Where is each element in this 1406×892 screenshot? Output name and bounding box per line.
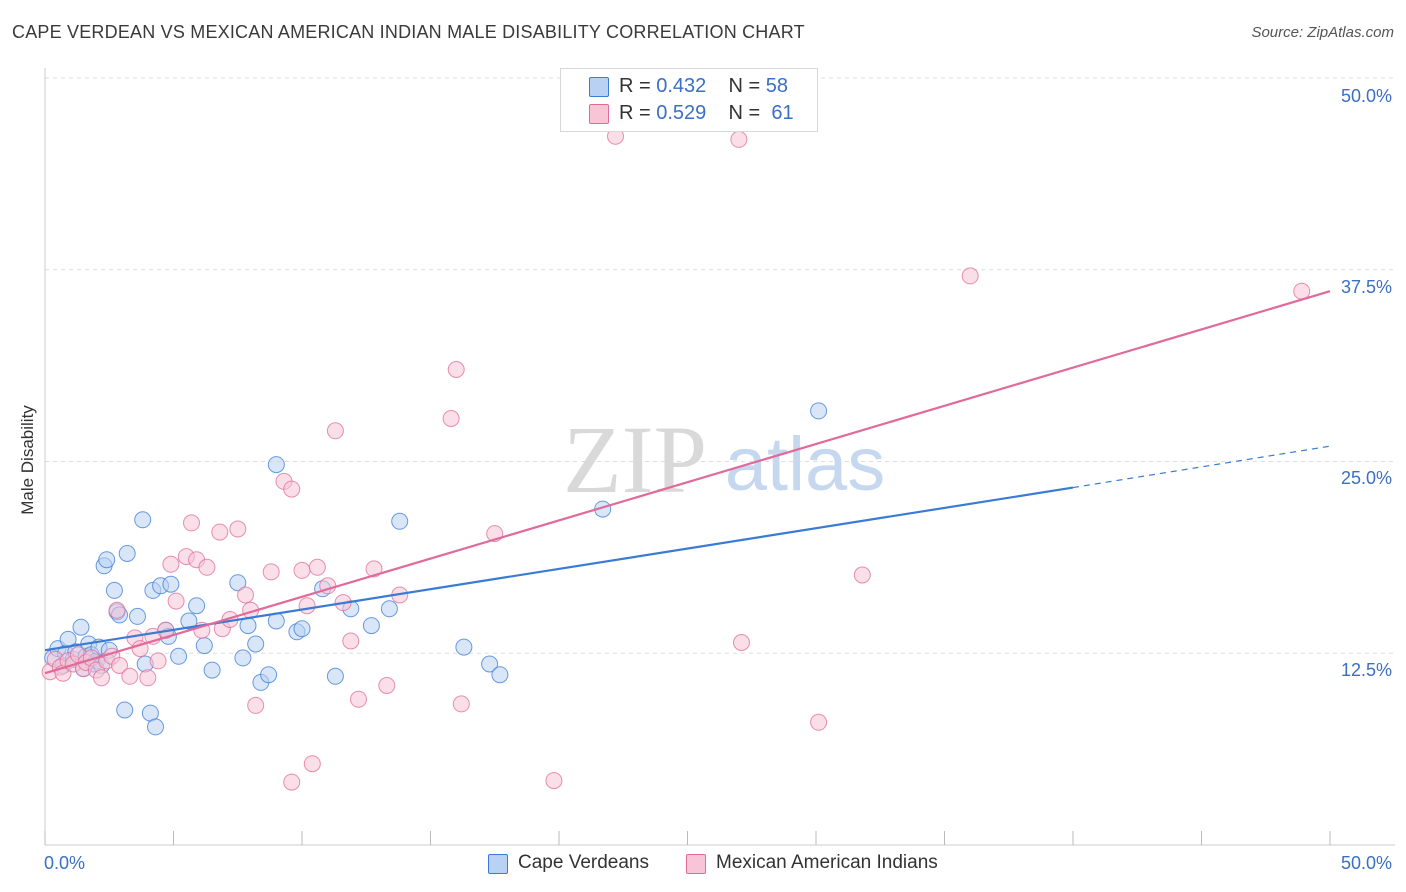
cape-verdean-point-7 bbox=[72, 618, 90, 636]
bottom-legend-swatch-pink bbox=[686, 854, 706, 874]
mexican-american-indian-point-43 bbox=[303, 755, 321, 773]
cape-verdean-point-34 bbox=[170, 647, 188, 665]
cape-verdean-point-44 bbox=[260, 666, 278, 684]
legend-r-value: 0.432 bbox=[656, 75, 707, 97]
cape-verdean-point-22 bbox=[116, 701, 134, 719]
cape-verdean-point-37 bbox=[195, 637, 213, 655]
mexican-american-indian-point-41 bbox=[293, 561, 311, 579]
bottom-legend-label-pink: Mexican American Indians bbox=[716, 852, 938, 873]
cape-verdean-point-35 bbox=[180, 612, 198, 630]
cape-verdean-point-17 bbox=[98, 551, 116, 569]
mexican-american-indian-point-33 bbox=[229, 520, 247, 538]
y-tick-50: 50.0% bbox=[1340, 86, 1392, 106]
mexican-american-indian-point-11 bbox=[93, 669, 110, 687]
mexican-american-indian-point-26 bbox=[183, 514, 200, 532]
mexican-american-indian-point-44 bbox=[308, 558, 326, 576]
legend-r-label: R = bbox=[619, 102, 657, 124]
x-tick-min: 0.0% bbox=[44, 853, 86, 873]
legend-n-value: 58 bbox=[765, 75, 789, 97]
cape-verdean-point-23 bbox=[118, 545, 136, 562]
cape-verdean-point-39 bbox=[229, 574, 247, 592]
legend-row-blue: R = 0.432 N = 58 bbox=[619, 75, 788, 97]
mexican-american-indian-point-57 bbox=[545, 772, 563, 790]
y-tick-25: 25.0% bbox=[1340, 468, 1392, 488]
mexican-american-indian-point-55 bbox=[452, 695, 470, 713]
cape-verdean-point-53 bbox=[380, 600, 398, 618]
mexican-american-indian-point-60 bbox=[730, 130, 748, 148]
mexican-american-indian-point-54 bbox=[447, 361, 465, 378]
mexican-american-indian-point-14 bbox=[108, 601, 126, 619]
mexican-american-indian-point-30 bbox=[211, 523, 229, 541]
gridlines bbox=[45, 77, 1395, 654]
legend-n-value: 61 bbox=[771, 102, 794, 124]
mexican-american-indian-point-51 bbox=[378, 677, 396, 694]
cape-verdean-point-52 bbox=[362, 617, 380, 635]
legend-r-label: R = bbox=[619, 75, 657, 97]
mexican-american-indian-point-21 bbox=[149, 652, 167, 670]
mexican-american-indian-point-40 bbox=[283, 773, 301, 791]
cape-verdean-point-19 bbox=[105, 581, 123, 599]
chart-title: CAPE VERDEAN VS MEXICAN AMERICAN INDIAN … bbox=[12, 22, 805, 42]
mexican-american-indian-point-42 bbox=[298, 597, 316, 615]
correlation-legend: R = 0.432 N = 58 R = 0.529 N = 61 bbox=[560, 68, 818, 132]
trend-lines bbox=[44, 290, 1331, 675]
mexican-american-indian-point-37 bbox=[262, 563, 280, 581]
mexican-american-indian-point-46 bbox=[326, 422, 344, 440]
mexican-american-indian-point-34 bbox=[237, 586, 254, 604]
mexican-american-indian-point-62 bbox=[853, 566, 871, 584]
cape-verdean-point-38 bbox=[203, 661, 221, 679]
watermark-atlas: atlas bbox=[725, 422, 886, 507]
mexican-american-indian-point-49 bbox=[350, 690, 367, 708]
mexican-american-indian-point-39 bbox=[283, 480, 301, 498]
y-tick-12-5: 12.5% bbox=[1340, 660, 1392, 680]
legend-n-label: N = bbox=[728, 102, 766, 124]
blue-trend-extension bbox=[1072, 445, 1331, 489]
mexican-american-indian-point-16 bbox=[121, 667, 139, 685]
mexican-american-indian-point-64 bbox=[1293, 282, 1311, 300]
mexican-american-indian-point-59 bbox=[733, 634, 750, 651]
legend-r-value: 0.529 bbox=[656, 102, 707, 124]
y-tick-37-5: 37.5% bbox=[1340, 277, 1392, 297]
cape-verdean-point-55 bbox=[455, 638, 473, 656]
x-tick-max: 50.0% bbox=[1340, 853, 1392, 873]
mexican-american-indian-point-53 bbox=[442, 410, 460, 427]
bottom-legend-swatch-blue bbox=[488, 854, 508, 874]
cape-verdean-point-46 bbox=[267, 456, 285, 474]
bottom-legend-label-blue: Cape Verdeans bbox=[518, 852, 649, 873]
mexican-american-indian-point-24 bbox=[167, 592, 185, 610]
cape-verdean-point-56 bbox=[481, 655, 499, 673]
cape-verdean-point-29 bbox=[147, 718, 164, 736]
cape-verdean-point-54 bbox=[391, 512, 409, 530]
cape-verdean-point-36 bbox=[188, 597, 206, 615]
mexican-american-indian-point-48 bbox=[342, 632, 360, 650]
legend-row-pink: R = 0.529 N = 61 bbox=[619, 102, 794, 124]
watermark: ZIP atlas bbox=[563, 406, 885, 513]
cape-verdean-point-33 bbox=[162, 575, 180, 593]
legend-n-label: N = bbox=[728, 75, 766, 97]
cape-verdean-point-24 bbox=[129, 607, 146, 625]
mexican-american-indian-point-63 bbox=[961, 267, 979, 285]
cape-verdean-point-57 bbox=[491, 666, 509, 684]
cape-verdean-point-50 bbox=[326, 667, 344, 685]
cape-verdean-point-25 bbox=[134, 511, 152, 529]
mexican-american-indian-point-19 bbox=[139, 669, 157, 687]
mexican-american-indian-point-61 bbox=[810, 713, 828, 731]
pink-trend-line bbox=[44, 290, 1331, 675]
mexican-american-indian-point-50 bbox=[365, 560, 383, 578]
cape-verdean-point-40 bbox=[234, 649, 252, 667]
mexican-american-indian-point-29 bbox=[198, 558, 216, 576]
data-points bbox=[41, 127, 1311, 791]
cape-verdean-point-48 bbox=[293, 620, 311, 638]
mexican-american-indian-point-36 bbox=[247, 696, 265, 714]
legend-swatch-blue bbox=[589, 77, 609, 97]
source-credit: Source: ZipAtlas.com bbox=[1251, 24, 1394, 41]
cape-verdean-point-42 bbox=[247, 635, 265, 653]
mexican-american-indian-point-23 bbox=[162, 555, 180, 573]
mexican-american-indian-point-15 bbox=[111, 657, 128, 674]
watermark-zip: ZIP bbox=[563, 406, 707, 513]
cape-verdean-point-59 bbox=[810, 402, 828, 420]
legend-swatch-pink bbox=[589, 104, 609, 124]
axes bbox=[44, 68, 1395, 846]
